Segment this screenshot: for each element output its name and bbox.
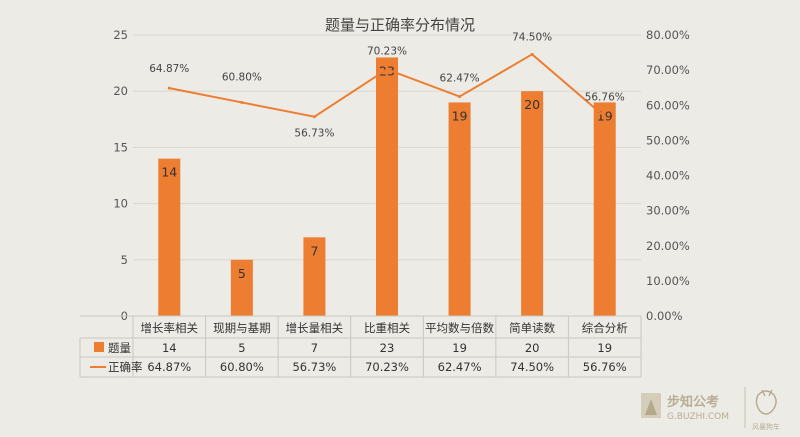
table-cell: 64.87% bbox=[147, 360, 191, 374]
watermark-seal-text: 风暴狗车 bbox=[752, 422, 780, 431]
table-cell: 60.80% bbox=[220, 360, 264, 374]
right-tick-label: 30.00% bbox=[646, 204, 690, 218]
table-cell: 23 bbox=[380, 341, 395, 355]
line-point bbox=[530, 52, 534, 56]
line-point bbox=[167, 86, 171, 90]
bar-value-label: 23 bbox=[379, 63, 395, 78]
line-value-label: 62.47% bbox=[440, 73, 480, 85]
category-label: 增长量相关 bbox=[286, 321, 344, 335]
category-label: 增长率相关 bbox=[141, 321, 199, 335]
line-point bbox=[385, 67, 389, 71]
table-cell: 5 bbox=[238, 341, 245, 355]
line-value-label: 56.76% bbox=[585, 92, 625, 104]
watermark-brand-url: G.BUZHI.COM bbox=[667, 412, 729, 422]
left-tick-label: 25 bbox=[113, 28, 128, 42]
left-tick-label: 15 bbox=[113, 140, 128, 154]
table-cell: 19 bbox=[452, 341, 467, 355]
seal-logo-icon bbox=[755, 389, 777, 415]
bar-value-label: 5 bbox=[238, 266, 246, 281]
right-tick-label: 70.00% bbox=[646, 63, 690, 77]
bar-value-label: 19 bbox=[452, 108, 468, 123]
category-label: 比重相关 bbox=[364, 321, 410, 335]
line-value-label: 64.87% bbox=[149, 63, 189, 75]
right-tick-label: 40.00% bbox=[646, 169, 690, 183]
line-series: 64.87% 60.80% 56.73% 70.23% 62.47% 74.50% 56.7… bbox=[149, 31, 624, 139]
table-cell: 56.76% bbox=[583, 360, 627, 374]
right-tick-label: 0.00% bbox=[646, 309, 683, 323]
line-point bbox=[458, 95, 462, 99]
category-label: 简单读数 bbox=[509, 321, 555, 335]
left-tick-label: 5 bbox=[121, 253, 128, 267]
right-axis: 0.00% 10.00% 20.00% 30.00% 40.00% 50.00% 60.00… bbox=[646, 28, 690, 323]
legend-label: 题量 bbox=[108, 341, 131, 355]
bar bbox=[230, 259, 253, 316]
bar-value-label: 14 bbox=[161, 165, 177, 180]
bar bbox=[376, 57, 398, 316]
bar bbox=[593, 102, 616, 316]
chart-title: 题量与正确率分布情况 bbox=[325, 16, 475, 34]
table-cell: 56.73% bbox=[292, 360, 336, 374]
legend-swatch-bar bbox=[94, 342, 104, 352]
line-value-label: 60.80% bbox=[222, 71, 262, 83]
line-point bbox=[240, 100, 244, 104]
left-tick-label: 10 bbox=[113, 197, 128, 211]
line-value-label: 56.73% bbox=[294, 128, 334, 140]
table-cell: 7 bbox=[311, 341, 318, 355]
line-point bbox=[603, 115, 607, 119]
table-cell: 62.47% bbox=[438, 360, 482, 374]
category-label: 平均数与倍数 bbox=[425, 321, 494, 335]
legend-label: 正确率 bbox=[108, 360, 143, 374]
table-cell: 74.50% bbox=[510, 360, 554, 374]
category-axis: 增长率相关 现期与基期 增长量相关 比重相关 平均数与倍数 简单读数 综合分析 bbox=[141, 321, 628, 335]
bar-value-label: 20 bbox=[524, 97, 540, 112]
category-label: 综合分析 bbox=[582, 321, 628, 335]
bar bbox=[521, 91, 544, 316]
brand-logo-icon bbox=[641, 393, 661, 418]
line-point bbox=[312, 115, 316, 119]
watermark-brand-name: 步知公考 bbox=[667, 394, 719, 410]
line-value-label: 74.50% bbox=[512, 31, 552, 43]
table-cell: 14 bbox=[162, 341, 177, 355]
table-cell: 70.23% bbox=[365, 360, 409, 374]
bar bbox=[303, 237, 326, 316]
right-tick-label: 10.00% bbox=[646, 274, 690, 288]
left-tick-label: 20 bbox=[113, 84, 128, 98]
bar bbox=[448, 102, 471, 316]
right-tick-label: 20.00% bbox=[646, 239, 690, 253]
right-tick-label: 80.00% bbox=[646, 28, 690, 42]
bar-value-label: 7 bbox=[310, 243, 318, 258]
table-cell: 19 bbox=[597, 341, 612, 355]
table-cell: 20 bbox=[525, 341, 540, 355]
line-value-label: 70.23% bbox=[367, 45, 407, 57]
right-tick-label: 50.00% bbox=[646, 133, 690, 147]
watermark: 步知公考 G.BUZHI.COM 风暴狗车 bbox=[641, 387, 780, 431]
right-tick-label: 60.00% bbox=[646, 98, 690, 112]
bar bbox=[158, 158, 181, 316]
category-label: 现期与基期 bbox=[213, 321, 271, 335]
